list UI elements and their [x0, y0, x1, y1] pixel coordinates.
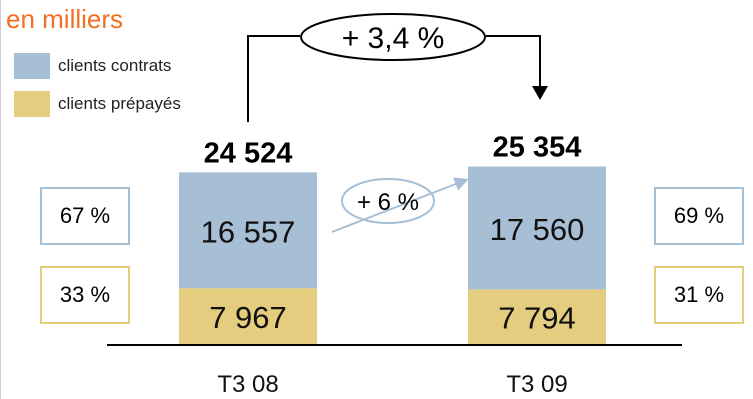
legend-item-prepaid: clients prépayés	[14, 91, 181, 117]
bar-value-prepaid-2: 7 794	[498, 301, 576, 336]
unit-label: en milliers	[6, 4, 124, 34]
legend-item-contracts: clients contrats	[14, 53, 171, 79]
pct-box-q3-09-contracts: 69 %	[654, 187, 744, 245]
bars-layer: 7 967 16 557 24 524 T3 08 7 794 17 560 25 354 T…	[179, 132, 606, 398]
growth-connector-left	[247, 35, 300, 122]
left-border	[0, 0, 1, 399]
growth-contracts-arrow-icon	[331, 177, 469, 233]
category-label-1: T3 08	[217, 371, 278, 398]
bar-value-contracts-1: 16 557	[201, 214, 296, 249]
growth-arrowhead-icon	[532, 86, 548, 100]
bar-value-contracts-2: 17 560	[490, 212, 585, 247]
legend-label-contracts: clients contrats	[58, 56, 172, 75]
legend-swatch-contracts	[14, 53, 50, 79]
category-label-2: T3 09	[506, 371, 567, 398]
growth-contracts-ellipse	[341, 178, 435, 224]
pct-box-q3-09-prepaid: 31 %	[654, 266, 744, 324]
growth-total-ellipse	[300, 13, 486, 61]
bar-contracts-1	[179, 172, 317, 289]
growth-total-label: + 3,4 %	[342, 22, 445, 55]
bar-prepaid-2	[468, 289, 606, 344]
pct-box-q3-08-prepaid: 33 %	[40, 266, 130, 324]
bar-prepaid-1	[179, 288, 317, 344]
pct-box-q3-08-contracts: 67 %	[40, 187, 130, 245]
bar-total-1: 24 524	[204, 137, 293, 169]
bar-contracts-2	[468, 166, 606, 290]
legend-label-prepaid: clients prépayés	[58, 94, 181, 113]
growth-connector-right	[486, 35, 541, 88]
legend-swatch-prepaid	[14, 91, 50, 117]
growth-contracts-label: + 6 %	[357, 189, 419, 216]
bar-total-2: 25 354	[493, 132, 582, 164]
bar-value-prepaid-1: 7 967	[209, 300, 287, 335]
